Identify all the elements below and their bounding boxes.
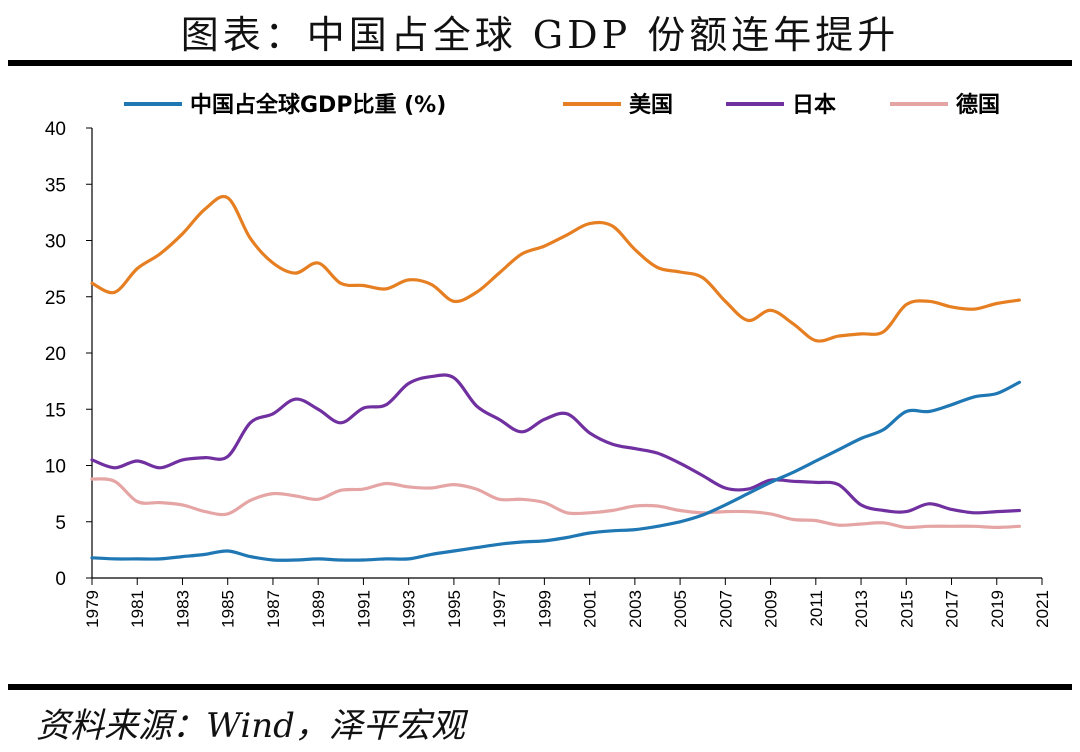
x-tick-label: 2011 xyxy=(807,590,826,627)
x-tick-label: 2005 xyxy=(671,590,690,628)
axes: 0 5 10 15 20 25 30 35 40 1979 1981 1983 1985 1987 1989… xyxy=(45,119,1052,628)
x-tick-label: 1995 xyxy=(445,590,464,628)
y-tick-label: 20 xyxy=(45,344,66,365)
legend-label-3: 德国 xyxy=(956,92,1000,118)
x-tick-label: 1999 xyxy=(535,590,554,628)
x-tick-label: 2015 xyxy=(897,590,916,628)
y-tick-label: 35 xyxy=(45,175,66,196)
y-tick-label: 40 xyxy=(45,119,66,140)
x-tick-label: 1987 xyxy=(264,590,283,628)
y-tick-label: 30 xyxy=(45,232,66,253)
x-tick-label: 1979 xyxy=(83,590,102,628)
x-tick-label: 2001 xyxy=(581,590,600,628)
x-tick-label: 1991 xyxy=(354,590,373,628)
series-line-2 xyxy=(90,373,1021,515)
x-tick-label: 1981 xyxy=(128,590,147,628)
x-tick-label: 2013 xyxy=(852,590,871,628)
x-tick-label: 1993 xyxy=(400,590,419,628)
x-tick-label: 1983 xyxy=(173,590,192,628)
legend-label-2: 日本 xyxy=(792,93,836,118)
page-title: 图表：中国占全球 GDP 份额连年提升 xyxy=(180,13,900,57)
series-line-0 xyxy=(90,380,1021,562)
legend-label-1: 美国 xyxy=(629,92,673,118)
source-note: 资料来源：Wind，泽平宏观 xyxy=(36,706,465,746)
top-rule xyxy=(8,60,1072,66)
y-tick-label: 5 xyxy=(55,513,66,534)
x-tick-label: 2003 xyxy=(626,590,645,628)
series-lines xyxy=(90,195,1021,562)
x-tick-label: 1989 xyxy=(309,590,328,628)
x-tick-label: 2019 xyxy=(988,590,1007,628)
x-tick-label: 2021 xyxy=(1033,590,1052,628)
y-tick-label: 25 xyxy=(45,288,66,309)
x-tick-label: 2007 xyxy=(716,590,735,628)
series-line-1 xyxy=(90,195,1021,343)
legend-label-0: 中国占全球GDP比重 (%) xyxy=(190,92,446,118)
series-line-3 xyxy=(90,477,1021,530)
legend: 中国占全球GDP比重 (%) 美国 日本 德国 xyxy=(124,92,1000,118)
x-tick-label: 1985 xyxy=(219,590,238,628)
line-chart: 中国占全球GDP比重 (%) 美国 日本 德国 0 5 10 15 20 25 30 35 40 197… xyxy=(45,92,1052,628)
y-tick-label: 10 xyxy=(45,457,66,478)
bottom-rule xyxy=(8,684,1072,690)
x-tick-label: 2009 xyxy=(762,590,781,628)
x-tick-label: 1997 xyxy=(490,590,509,628)
y-tick-label: 0 xyxy=(55,569,66,590)
x-tick-label: 2017 xyxy=(943,590,962,628)
y-tick-label: 15 xyxy=(45,400,66,421)
